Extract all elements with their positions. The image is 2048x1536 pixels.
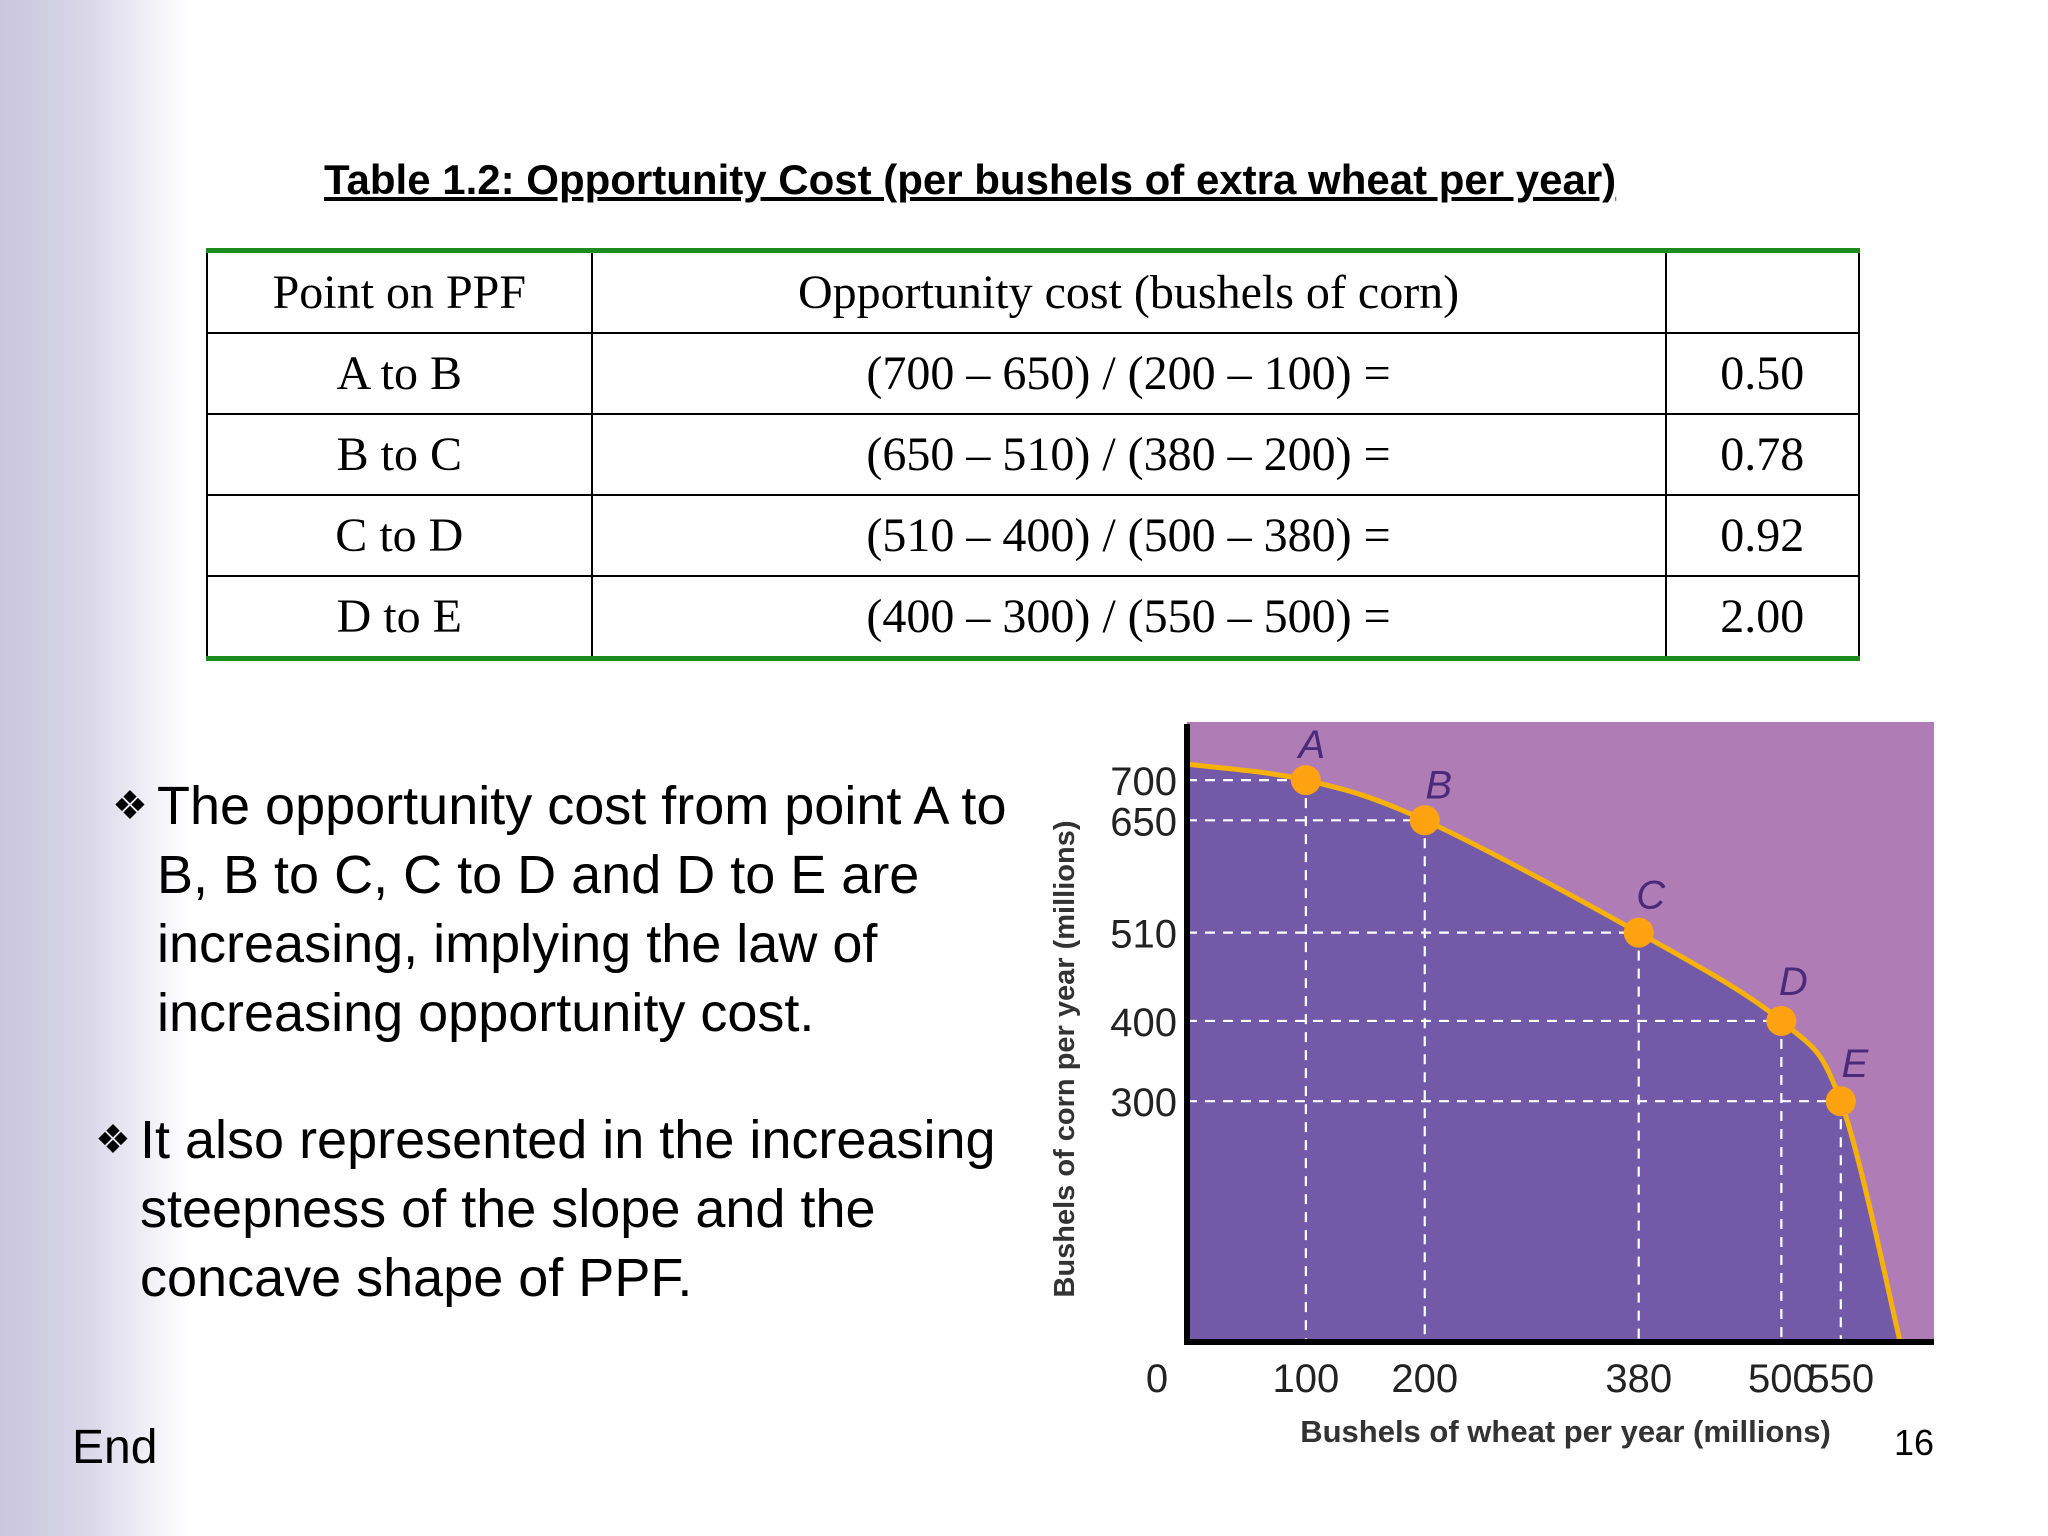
table-cell: 0.92 (1664, 494, 1860, 577)
point-label-b: B (1425, 763, 1452, 807)
point-label-d: D (1779, 960, 1808, 1004)
y-tick-label: 700 (1110, 760, 1177, 804)
end-label: End (72, 1421, 158, 1474)
header-cell: Point on PPF (206, 250, 593, 334)
header-cell (1664, 250, 1860, 334)
x-tick-label: 380 (1605, 1357, 1672, 1401)
header-cell: Opportunity cost (bushels of corn) (590, 250, 1667, 334)
table-cell: D to E (206, 575, 593, 659)
point-b (1409, 805, 1440, 836)
bullet-text: The opportunity cost from point A to B, … (157, 776, 1007, 1043)
table-cell: 0.78 (1664, 413, 1860, 496)
table-row: B to C (650 – 510) / (380 – 200) = 0.78 (206, 413, 1860, 496)
diamond-bullet-icon: ❖ (95, 1118, 131, 1162)
x-tick-label: 200 (1391, 1357, 1458, 1401)
x-tick-label: 100 (1272, 1357, 1339, 1401)
y-tick-label: 300 (1110, 1081, 1177, 1125)
table-row: C to D (510 – 400) / (500 – 380) = 0.92 (206, 494, 1860, 577)
table-cell: C to D (206, 494, 593, 577)
x-tick-label: 500 (1748, 1357, 1815, 1401)
table-cell: 0.50 (1664, 332, 1860, 415)
point-e (1825, 1086, 1856, 1117)
table-cell: A to B (206, 332, 593, 415)
x-axis-title: Bushels of wheat per year (millions) (1300, 1414, 1831, 1449)
y-tick-label: 650 (1110, 800, 1177, 844)
point-label-e: E (1841, 1042, 1869, 1086)
table-cell: (700 – 650) / (200 – 100) = (590, 332, 1667, 415)
point-label-c: C (1636, 874, 1666, 918)
table-row: D to E (400 – 300) / (550 – 500) = 2.00 (206, 575, 1860, 659)
point-c (1623, 917, 1654, 948)
table-cell: (650 – 510) / (380 – 200) = (590, 413, 1667, 496)
point-label-a: A (1297, 723, 1326, 767)
diamond-bullet-icon: ❖ (112, 784, 148, 828)
table-cell: (400 – 300) / (550 – 500) = (590, 575, 1667, 659)
bullet-increasing-cost: ❖ The opportunity cost from point A to B… (112, 772, 1012, 1048)
table-row: A to B (700 – 650) / (200 – 100) = 0.50 (206, 332, 1860, 415)
table-cell: (510 – 400) / (500 – 380) = (590, 494, 1667, 577)
table-title: Table 1.2: Opportunity Cost (per bushels… (324, 156, 1617, 203)
side-gradient (0, 0, 190, 1536)
x-tick-label: 0 (1146, 1357, 1168, 1401)
opportunity-cost-table: Point on PPF Opportunity cost (bushels o… (206, 248, 1860, 661)
page-number: 16 (1894, 1422, 1935, 1463)
point-d (1766, 1005, 1797, 1036)
x-tick-label: 550 (1807, 1357, 1874, 1401)
bullet-concave-shape: ❖ It also represented in the increasing … (95, 1106, 1015, 1313)
y-tick-label: 400 (1110, 1001, 1177, 1045)
y-axis-title: Bushels of corn per year (millions) (1049, 821, 1081, 1298)
point-a (1290, 765, 1321, 796)
bullet-text: It also represented in the increasing st… (140, 1110, 996, 1308)
table-cell: 2.00 (1664, 575, 1860, 659)
y-tick-label: 510 (1110, 913, 1177, 957)
table-header-row: Point on PPF Opportunity cost (bushels o… (206, 250, 1860, 334)
table-cell: B to C (206, 413, 593, 496)
attainable-region (1187, 764, 1901, 1342)
